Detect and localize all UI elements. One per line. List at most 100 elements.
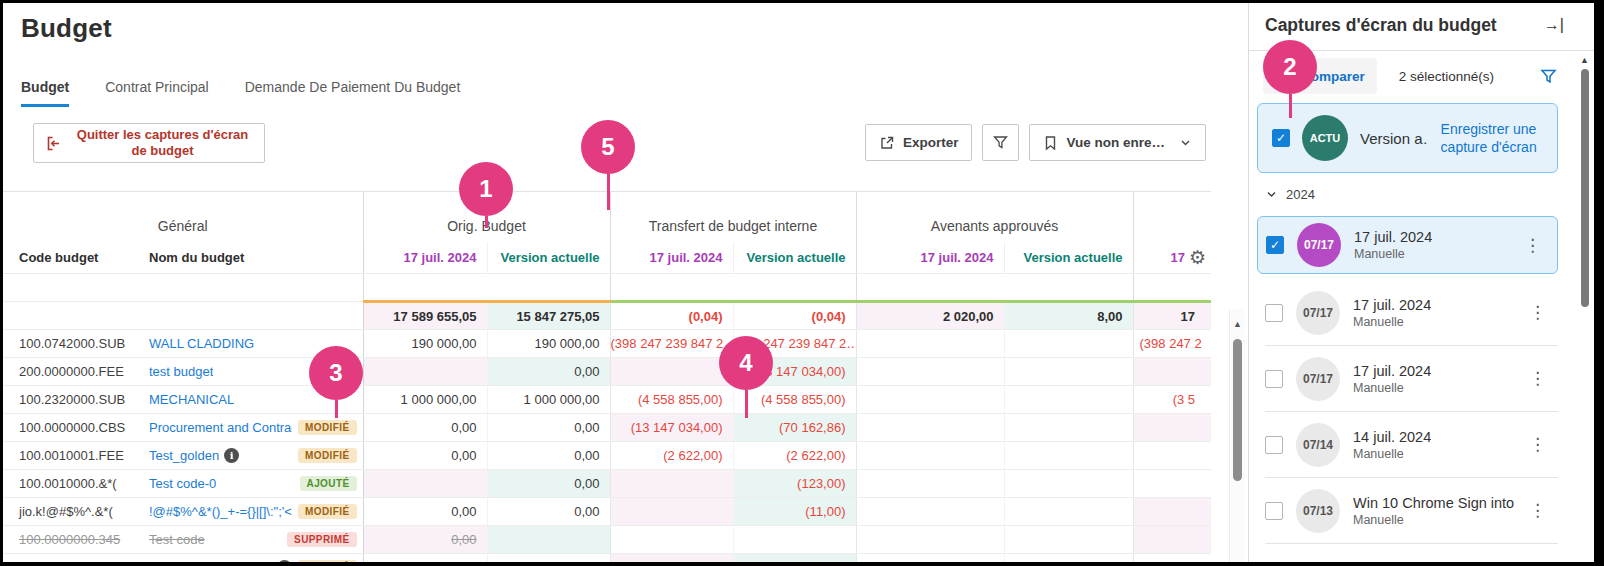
budget-code-cell: 200.0000000.FEE: [3, 358, 133, 386]
value-cell: 1 000 000,00: [363, 386, 487, 414]
column-header-snapshot-date[interactable]: 17 juil. 2024: [610, 242, 733, 274]
value-cell: [1133, 498, 1211, 526]
kebab-menu-icon[interactable]: ⋮: [1529, 302, 1546, 323]
snapshot-checkbox[interactable]: [1265, 370, 1283, 388]
snapshot-list-item[interactable]: 07/1414 juil. 2024Manuelle⋮: [1265, 412, 1558, 478]
status-tag: SUPPRIMÉ: [287, 532, 356, 547]
budget-name-link[interactable]: WALL CLADDING: [149, 336, 254, 351]
snapshot-title: 17 juil. 2024: [1353, 297, 1431, 313]
quit-snapshots-button[interactable]: Quitter les captures d'écran de budget: [33, 123, 265, 163]
budget-name-cell: Test code-0 AJOUTÉ: [133, 470, 363, 498]
column-header-snapshot-date[interactable]: 17 juil. 2024: [856, 242, 1004, 274]
callout-tail: [1289, 94, 1292, 118]
budget-name-link[interactable]: Procurement and Contract…: [149, 420, 292, 435]
snapshot-subtitle: Manuelle: [1353, 447, 1431, 461]
snapshot-date-avatar: 07/17: [1296, 357, 1340, 401]
screenshot-frame: Budget BudgetContrat PrincipalDemande De…: [0, 0, 1604, 566]
callout-tail: [485, 216, 488, 228]
value-cell: (4 558 855,00): [610, 386, 733, 414]
value-cell: 0,00: [487, 358, 610, 386]
group-header-last: [1133, 192, 1211, 242]
column-header-current-version[interactable]: Version actuelle: [487, 242, 610, 274]
current-version-card[interactable]: ✓ ACTU Version a… Enregistrer une captur…: [1257, 103, 1558, 173]
snapshot-list-item[interactable]: 07/1717 juil. 2024Manuelle⋮: [1265, 346, 1558, 412]
value-cell: 0,00: [363, 554, 487, 563]
budget-code-cell: 100.0742000.SUB: [3, 330, 133, 358]
chevron-down-icon: [1265, 188, 1278, 201]
snapshot-subtitle: Manuelle: [1353, 513, 1516, 527]
info-icon[interactable]: i: [277, 560, 292, 562]
scroll-up-arrow-icon[interactable]: ▲: [1233, 319, 1242, 329]
snapshot-checkbox[interactable]: [1265, 436, 1283, 454]
column-header-current-version[interactable]: Version actuelle: [1004, 242, 1133, 274]
budget-code-cell: 100.2320000.SUB: [3, 386, 133, 414]
info-icon[interactable]: i: [224, 448, 239, 463]
scroll-up-arrow-icon[interactable]: ▲: [1580, 55, 1589, 65]
table-row: 100.0742000.SUBWALL CLADDING190 000,0019…: [3, 330, 1211, 358]
kebab-menu-icon[interactable]: ⋮: [1529, 368, 1546, 389]
value-cell: 0,00: [487, 414, 610, 442]
table-row: 100.0010000.&*(Test code-0AJOUTÉ0,00(123…: [3, 470, 1211, 498]
value-cell: [856, 358, 1004, 386]
value-cell: [1004, 470, 1133, 498]
value-cell: (398 247 2: [1133, 330, 1211, 358]
group-header-1: Transfert de budget interne: [610, 192, 856, 242]
budget-name-link[interactable]: Procuremend and Contr…: [149, 560, 272, 562]
current-version-checkbox[interactable]: ✓: [1272, 129, 1290, 147]
kebab-menu-icon[interactable]: ⋮: [1529, 500, 1546, 521]
sidebar-filter-icon[interactable]: [1539, 67, 1558, 86]
callout-tail: [335, 400, 338, 418]
snapshot-title: 14 juil. 2024: [1353, 429, 1431, 445]
main-area: Budget BudgetContrat PrincipalDemande De…: [3, 3, 1248, 562]
budget-name-link[interactable]: test budget: [149, 364, 213, 379]
snapshot-checkbox[interactable]: ✓: [1266, 236, 1284, 254]
budget-name-link[interactable]: !@#$%^&*()_+-={}|[]\:";'<…: [149, 504, 292, 519]
status-tag: AJOUTÉ: [300, 476, 357, 491]
total-cell: 17: [1133, 302, 1211, 330]
budget-name-link[interactable]: MECHANICAL: [149, 392, 234, 407]
tab-demande-de-paiement-du-budget[interactable]: Demande De Paiement Du Budget: [245, 79, 461, 107]
value-cell: 1 000 000,00: [487, 386, 610, 414]
value-cell: (3 5: [1133, 386, 1211, 414]
grid-settings-gear-icon[interactable]: ⚙: [1189, 248, 1206, 267]
budget-name-cell: Test codeSUPPRIMÉ: [133, 526, 363, 554]
table-toolbar: Exporter Vue non enre…: [865, 124, 1206, 161]
year-group-header[interactable]: 2024: [1249, 173, 1594, 210]
value-cell: [1004, 386, 1133, 414]
export-button[interactable]: Exporter: [865, 124, 973, 161]
budget-name-link[interactable]: Test code-0: [149, 476, 216, 491]
snapshot-checkbox[interactable]: [1265, 304, 1283, 322]
main-scrollbar-thumb[interactable]: [1233, 339, 1242, 481]
total-cell: 17 589 655,05: [363, 302, 487, 330]
column-header-snapshot-date[interactable]: 17 juil. 2024: [363, 242, 487, 274]
filter-button[interactable]: [982, 124, 1019, 161]
value-cell: (123,00): [733, 470, 856, 498]
value-cell: [1004, 526, 1133, 554]
callout-badge-4: 4: [719, 336, 773, 390]
value-cell: (398 247 239 847 2…: [610, 330, 733, 358]
current-version-label: Version a…: [1360, 130, 1429, 147]
snapshot-list-item[interactable]: 07/1717 juil. 2024Manuelle⋮: [1265, 280, 1558, 346]
collapse-panel-icon[interactable]: →|: [1544, 16, 1564, 34]
snapshot-title: 17 juil. 2024: [1354, 229, 1432, 245]
main-vertical-scrollbar[interactable]: ▲: [1229, 309, 1245, 562]
value-cell: [363, 470, 487, 498]
save-snapshot-link[interactable]: Enregistrer une capture d'écran: [1441, 120, 1545, 156]
tab-contrat-principal[interactable]: Contrat Principal: [105, 79, 209, 107]
budget-code-cell: 100.0000000.345: [3, 526, 133, 554]
kebab-menu-icon[interactable]: ⋮: [1524, 235, 1541, 256]
sidebar-scrollbar-thumb[interactable]: [1581, 69, 1589, 307]
column-header-code[interactable]: Code budget: [3, 242, 133, 274]
column-header-current-version[interactable]: Version actuelle: [733, 242, 856, 274]
value-cell: [363, 358, 487, 386]
budget-name-link[interactable]: Test_golden: [149, 448, 219, 463]
value-cell: [856, 470, 1004, 498]
snapshot-checkbox[interactable]: [1265, 502, 1283, 520]
tab-budget[interactable]: Budget: [21, 79, 69, 107]
snapshot-date-avatar: 07/17: [1297, 223, 1341, 267]
snapshot-list-item[interactable]: ✓07/1717 juil. 2024Manuelle⋮: [1257, 216, 1558, 274]
snapshot-list-item[interactable]: 07/13Win 10 Chrome Sign into A…Manuelle⋮: [1265, 478, 1558, 544]
column-header-name[interactable]: Nom du budget: [133, 242, 363, 274]
kebab-menu-icon[interactable]: ⋮: [1529, 434, 1546, 455]
view-selector-button[interactable]: Vue non enre…: [1029, 124, 1206, 161]
